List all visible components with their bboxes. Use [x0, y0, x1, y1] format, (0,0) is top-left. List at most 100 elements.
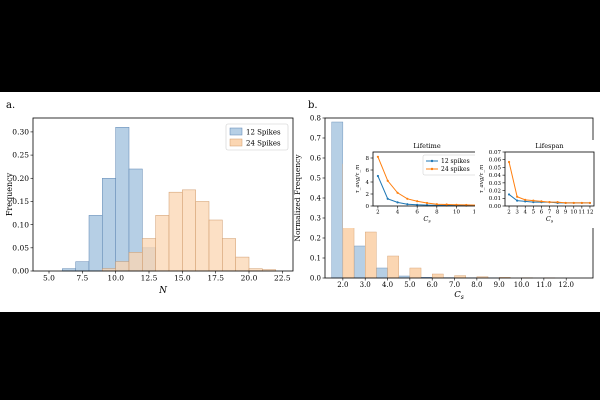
- x-tick-label: 15.0: [174, 274, 191, 283]
- point-24-spikes: [376, 155, 380, 158]
- inset-background: [343, 140, 487, 228]
- point-24-spikes: [386, 179, 389, 182]
- x-tick-label: 7.0: [449, 281, 460, 289]
- x-tick-label: 12.0: [558, 281, 574, 289]
- y-tick-label: 0.07: [489, 150, 502, 156]
- y-tick-label: 2: [366, 192, 370, 198]
- x-tick-label: 3.0: [360, 281, 371, 289]
- legend-label-24-spikes: 24 Spikes: [246, 140, 281, 148]
- x-tick-label: 9.0: [494, 281, 505, 289]
- hist-bar-24-spikes: [155, 215, 170, 272]
- x-axis-label-subscript: s: [461, 294, 464, 301]
- inset-lifespan: 2 3 4 5 6 7 8 9 10 11 120.000.010.020.030.040.050.…: [475, 140, 600, 228]
- bar-24-spikes: [387, 255, 399, 279]
- point-12-spikes: [396, 201, 399, 204]
- hist-bar-12-spikes: [75, 261, 90, 272]
- x-tick-label: 6: [415, 210, 419, 216]
- x-tick-label: 4.0: [382, 281, 393, 289]
- inset-legend-marker: [430, 167, 434, 171]
- x-tick-label: 8.0: [471, 281, 482, 289]
- hist-bar-24-spikes: [208, 219, 223, 272]
- hist-bar-24-spikes: [115, 261, 130, 272]
- y-tick-label: 0.0: [310, 274, 321, 282]
- point-12-spikes: [524, 200, 527, 203]
- x-tick-label: 8: [556, 210, 560, 216]
- bar-24-spikes: [365, 231, 377, 279]
- y-tick-label: 0.02: [489, 188, 501, 194]
- point-24-spikes: [425, 201, 429, 205]
- y-tick-label: 0.7: [310, 134, 321, 142]
- y-tick-label: 0.2: [310, 234, 321, 242]
- x-tick-label: 4: [396, 210, 400, 216]
- hist-bar-24-spikes: [142, 238, 156, 272]
- point-24-spikes: [532, 199, 535, 202]
- x-tick-label: 8: [435, 210, 439, 216]
- legend-swatch-12-spikes: [229, 127, 243, 136]
- panel-label-b: b.: [308, 100, 318, 111]
- y-tick-label: 0.8: [310, 114, 321, 122]
- x-tick-label: 5.0: [404, 281, 415, 289]
- point-12-spikes: [532, 201, 535, 204]
- y-tick-label: 0.15: [12, 197, 29, 206]
- x-tick-label: 7: [548, 210, 552, 216]
- inset-title: Lifetime: [413, 142, 441, 150]
- point-12-spikes: [507, 193, 511, 196]
- y-tick-label: 0.10: [12, 220, 29, 229]
- hist-bar-24-spikes: [168, 191, 183, 272]
- x-tick-label: 2: [376, 210, 380, 216]
- inset-x-label: Cs: [546, 215, 554, 225]
- x-tick-label: 6.0: [427, 281, 438, 289]
- hist-bar-24-spikes: [128, 252, 143, 272]
- point-24-spikes: [548, 201, 551, 204]
- y-tick-label: 0.5: [310, 174, 321, 182]
- x-tick-label: 4: [523, 210, 527, 216]
- point-24-spikes: [524, 198, 527, 201]
- y-tick-label: 0.00: [489, 204, 502, 210]
- inset-legend-label: 24 spikes: [441, 166, 470, 173]
- y-tick-label: 0.3: [310, 214, 321, 222]
- x-axis-label: N: [158, 286, 168, 296]
- point-12-spikes: [516, 199, 519, 202]
- legend-label-12-spikes: 12 Spikes: [246, 129, 281, 137]
- axes-frame: [32, 117, 294, 272]
- point-12-spikes: [386, 197, 389, 200]
- point-24-spikes: [406, 197, 409, 200]
- bar-24-spikes: [409, 267, 422, 279]
- hist-bar-24-spikes: [182, 189, 196, 272]
- hist-bar-12-spikes: [88, 215, 103, 272]
- x-tick-label: 10: [570, 210, 577, 216]
- inset-x-label: Cs: [423, 215, 431, 225]
- x-tick-label: 12: [586, 210, 593, 216]
- x-tick-label: 5: [532, 210, 536, 216]
- point-24-spikes: [435, 203, 438, 206]
- hist-bar-12-spikes: [102, 178, 116, 272]
- point-12-spikes: [406, 203, 409, 206]
- histogram-panel-a: 5.0 7.5 10.0 12.5 15.0 17.5 20.0 22.5 0.00 0.05 0.…: [5, 117, 294, 296]
- y-tick-label: 0.4: [310, 194, 322, 202]
- point-24-spikes: [572, 201, 575, 205]
- x-tick-label: 2.0: [337, 281, 348, 289]
- x-tick-label: 5.0: [43, 274, 55, 283]
- hist-bar-24-spikes: [195, 201, 210, 272]
- x-tick-label: 3: [515, 210, 519, 216]
- y-tick-label: 0.20: [12, 174, 29, 183]
- x-tick-label: 10.0: [514, 281, 530, 289]
- x-tick-label: 9: [564, 210, 568, 216]
- bar-12-spikes: [376, 267, 388, 279]
- y-tick-label: 8: [366, 156, 370, 162]
- point-12-spikes: [376, 174, 380, 178]
- y-axis-label: Frequency: [5, 172, 14, 216]
- inset-title: Lifespan: [535, 142, 563, 150]
- x-tick-label: 7.5: [76, 274, 88, 283]
- x-tick-label: 17.5: [207, 274, 224, 283]
- hist-bar-12-spikes: [115, 127, 130, 272]
- y-tick-label: 0.06: [489, 158, 502, 164]
- y-tick-label: 0.1: [310, 254, 321, 262]
- x-axis-label: Cs: [454, 290, 464, 301]
- point-24-spikes: [396, 191, 399, 194]
- y-axis-label: Normalized Frequency: [293, 154, 302, 242]
- point-24-spikes: [445, 203, 448, 206]
- y-tick-label: 0: [366, 204, 370, 210]
- hist-bar-24-spikes: [235, 256, 250, 272]
- x-tick-label: 10.0: [107, 274, 124, 283]
